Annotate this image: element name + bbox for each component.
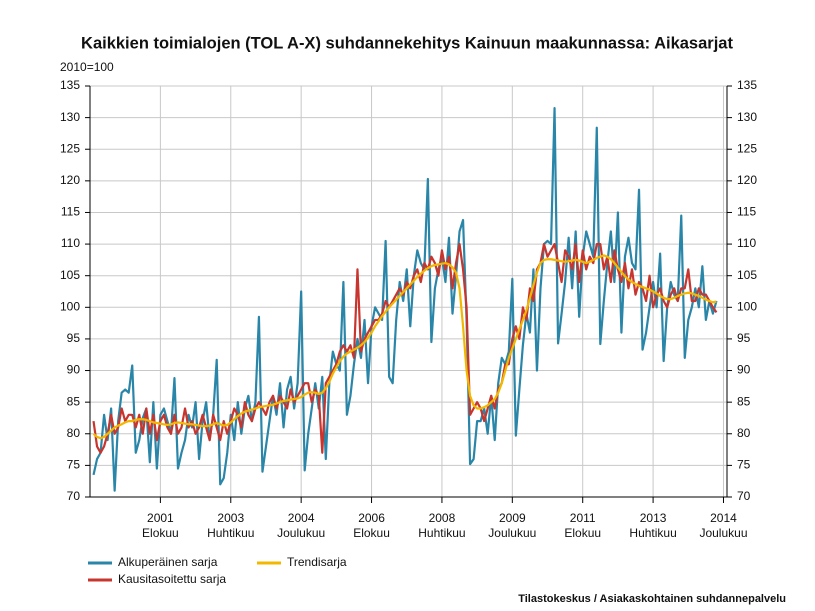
- y2-tick-label: 135: [737, 78, 757, 92]
- legend-label: Kausitasoitettu sarja: [118, 572, 226, 586]
- y-tick-label: 70: [67, 489, 81, 503]
- x-tick-label: 2014: [710, 511, 737, 525]
- y2-tick-label: 100: [737, 299, 757, 313]
- x-tick-label: Elokuu: [142, 526, 179, 540]
- x-tick-label: Joulukuu: [488, 526, 536, 540]
- x-tick-label: Joulukuu: [699, 526, 747, 540]
- x-tick-label: 2006: [358, 511, 385, 525]
- y-tick-label: 95: [67, 331, 81, 345]
- legend-label: Trendisarja: [287, 555, 347, 569]
- x-tick-label: 2009: [499, 511, 526, 525]
- y-tick-label: 90: [67, 363, 81, 377]
- x-tick-label: 2003: [217, 511, 244, 525]
- y-tick-label: 75: [67, 458, 81, 472]
- y-tick-label: 80: [67, 426, 81, 440]
- y-tick-label: 120: [60, 173, 80, 187]
- y2-tick-label: 110: [737, 236, 756, 250]
- x-tick-label: Huhtikuu: [629, 526, 676, 540]
- series-line: [92, 242, 718, 454]
- y-tick-label: 135: [60, 78, 80, 92]
- x-tick-label: Huhtikuu: [207, 526, 254, 540]
- x-tick-label: Elokuu: [564, 526, 601, 540]
- y2-tick-label: 130: [737, 110, 757, 124]
- legend-label: Alkuperäinen sarja: [118, 555, 218, 569]
- series-line: [92, 254, 717, 440]
- y-tick-label: 105: [60, 268, 80, 282]
- x-tick-label: 2001: [147, 511, 174, 525]
- y-tick-label: 125: [60, 141, 80, 155]
- x-tick-label: 2008: [429, 511, 456, 525]
- y2-tick-label: 115: [737, 205, 756, 219]
- x-tick-label: 2013: [640, 511, 667, 525]
- y2-tick-label: 105: [737, 268, 757, 282]
- y-tick-label: 110: [61, 236, 80, 250]
- y2-tick-label: 90: [737, 363, 751, 377]
- y-tick-label: 100: [60, 299, 80, 313]
- y2-tick-label: 125: [737, 141, 757, 155]
- chart-title: Kaikkien toimialojen (TOL A-X) suhdannek…: [81, 34, 733, 52]
- y-tick-label: 85: [67, 394, 81, 408]
- y2-tick-label: 75: [737, 458, 751, 472]
- x-tick-label: Joulukuu: [277, 526, 325, 540]
- x-tick-label: 2011: [570, 511, 596, 525]
- x-tick-label: 2004: [288, 511, 315, 525]
- y2-tick-label: 95: [737, 331, 751, 345]
- y2-tick-label: 120: [737, 173, 757, 187]
- y-tick-label: 115: [61, 205, 80, 219]
- source: Tilastokeskus / Asiakaskohtainen suhdann…: [518, 593, 786, 605]
- x-tick-label: Elokuu: [353, 526, 390, 540]
- y2-tick-label: 70: [737, 489, 751, 503]
- y-tick-label: 130: [60, 110, 80, 124]
- y2-tick-label: 80: [737, 426, 751, 440]
- y2-tick-label: 85: [737, 394, 751, 408]
- y-axis-label: 2010=100: [60, 60, 114, 74]
- x-tick-label: Huhtikuu: [418, 526, 465, 540]
